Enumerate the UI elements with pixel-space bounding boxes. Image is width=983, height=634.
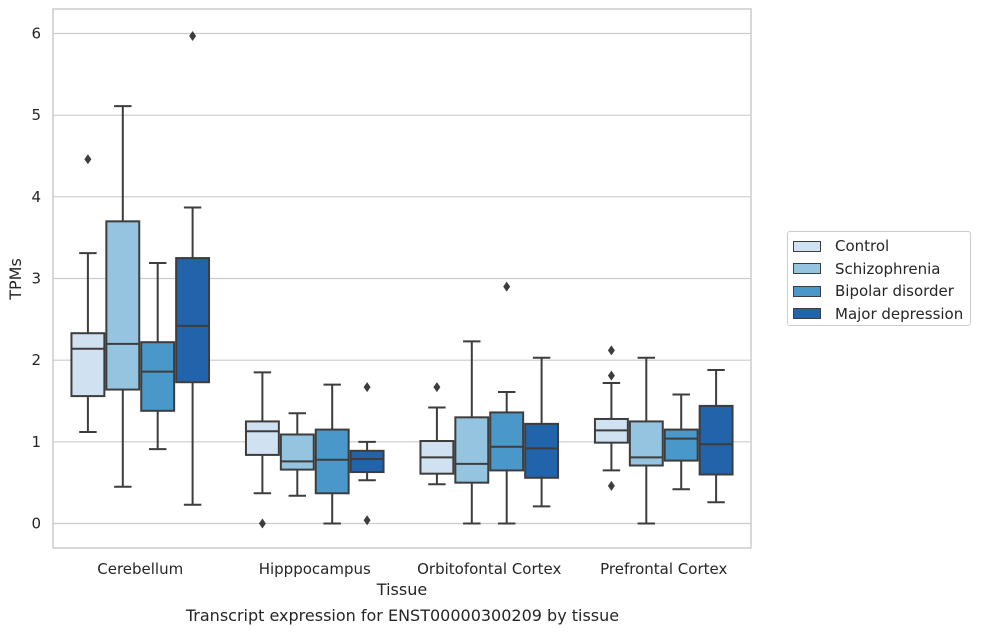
- x-tick-label-2: Orbitofontal Cortex: [417, 560, 561, 578]
- plot-frame: [52, 8, 752, 549]
- y-tick-label-5: 5: [31, 106, 41, 124]
- box-iqr: [524, 422, 560, 479]
- box-iqr: [70, 332, 106, 398]
- legend-label-major-depression: Major depression: [835, 304, 964, 323]
- outlier-point: [503, 281, 511, 292]
- y-tick-label-3: 3: [31, 270, 41, 288]
- legend-item-major-depression: Major depression: [793, 303, 970, 326]
- outlier-point: [607, 345, 615, 356]
- box-1-1: [279, 412, 315, 497]
- box-3-2: [524, 356, 560, 508]
- outlier-point: [363, 382, 371, 393]
- box-2-0: [140, 261, 176, 451]
- box-iqr: [489, 411, 525, 472]
- box-iqr: [349, 449, 385, 474]
- box-0-3: [593, 345, 629, 491]
- box-3-0: [175, 30, 211, 506]
- legend-label-bipolar: Bipolar disorder: [835, 282, 954, 301]
- box-iqr: [279, 433, 315, 471]
- box-iqr: [105, 220, 141, 391]
- box-iqr: [454, 416, 490, 484]
- outlier-point: [433, 382, 441, 393]
- legend-swatch-major-depression: [793, 308, 821, 320]
- box-0-2: [419, 382, 455, 486]
- y-tick-label-6: 6: [31, 25, 41, 43]
- x-axis-label: Tissue: [376, 580, 427, 599]
- box-iqr: [698, 404, 734, 476]
- outlier-point: [363, 515, 371, 526]
- box-iqr: [244, 420, 280, 456]
- y-tick-label-1: 1: [31, 433, 41, 451]
- outlier-point: [607, 370, 615, 381]
- x-tick-label-0: Cerebellum: [97, 560, 183, 578]
- box-iqr: [628, 420, 664, 467]
- box-2-3: [663, 393, 699, 491]
- y-tick-label-0: 0: [31, 515, 41, 533]
- box-3-1: [349, 382, 385, 526]
- box-1-3: [628, 356, 664, 525]
- legend-label-schizophrenia: Schizophrenia: [835, 259, 941, 278]
- box-2-2: [489, 281, 525, 525]
- box-iqr: [314, 428, 350, 495]
- legend-swatch-schizophrenia: [793, 263, 821, 275]
- box-1-2: [454, 340, 490, 525]
- legend: Control Schizophrenia Bipolar disorder M…: [787, 231, 971, 326]
- x-axis-ticks: Cerebellum Hipppocampus Orbitofontal Corte…: [97, 560, 727, 578]
- legend-label-control: Control: [835, 237, 890, 256]
- y-tick-label-4: 4: [31, 188, 41, 206]
- outlier-point: [189, 30, 197, 41]
- box-iqr: [140, 341, 176, 412]
- box-0-0: [70, 154, 106, 434]
- box-plot-marks: [70, 30, 734, 529]
- box-3-3: [698, 368, 734, 504]
- chart-caption: Transcript expression for ENST0000030020…: [185, 606, 620, 625]
- outlier-point: [607, 480, 615, 491]
- box-1-0: [105, 105, 141, 488]
- box-0-1: [244, 371, 280, 529]
- y-axis-ticks: 0 1 2 3 4 5 6: [31, 25, 41, 533]
- box-iqr: [175, 257, 211, 384]
- y-axis-label: TPMs: [6, 258, 25, 301]
- legend-swatch-control: [793, 240, 821, 252]
- outlier-point: [258, 518, 266, 529]
- box-2-1: [314, 383, 350, 525]
- x-tick-label-1: Hipppocampus: [259, 560, 371, 578]
- x-tick-label-3: Prefrontal Cortex: [600, 560, 727, 578]
- y-tick-label-2: 2: [31, 351, 41, 369]
- legend-item-control: Control: [793, 235, 970, 258]
- box-iqr: [663, 428, 699, 462]
- legend-item-schizophrenia: Schizophrenia: [793, 258, 970, 281]
- legend-item-bipolar: Bipolar disorder: [793, 280, 970, 303]
- outlier-point: [84, 154, 92, 165]
- legend-swatch-bipolar: [793, 285, 821, 297]
